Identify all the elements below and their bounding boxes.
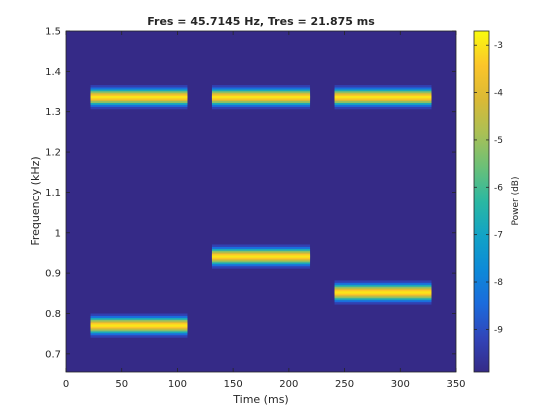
y-tick-label: 0.9 [45, 269, 61, 280]
tone-band [334, 85, 432, 110]
colorbar-tick-label: -9 [494, 325, 503, 335]
y-tick-label: 1.3 [45, 107, 61, 118]
y-axis-label: Frequency (kHz) [29, 156, 42, 245]
y-tick-label: 1.2 [45, 148, 61, 159]
x-tick-label: 300 [391, 379, 410, 390]
y-tick-label: 1.1 [45, 188, 61, 199]
tone-band-layer [334, 291, 432, 294]
colorbar-tick-label: -5 [494, 136, 503, 146]
chart-title: Fres = 45.7145 Hz, Tres = 21.875 ms [147, 15, 375, 28]
x-tick-label: 0 [63, 379, 69, 390]
x-tick-label: 150 [224, 379, 243, 390]
colorbar-label: Power (dB) [511, 177, 521, 226]
tone-band-layer [90, 95, 188, 99]
y-tick-label: 1.5 [45, 27, 61, 38]
plot-area [65, 30, 457, 373]
y-tick-label: 1 [55, 228, 61, 239]
y-tick-label: 0.8 [45, 309, 61, 320]
tone-band-layer [211, 95, 311, 99]
tone-band [334, 280, 432, 305]
tone-band [211, 85, 311, 110]
tone-bands [90, 85, 432, 338]
colorbar-tick-label: -4 [494, 89, 503, 99]
x-axis: 0 50 100 150 200 250 300 350 [63, 31, 466, 390]
y-tick-label: 1.4 [45, 67, 61, 78]
y-tick-label: 0.7 [45, 349, 61, 360]
x-tick-label: 200 [279, 379, 298, 390]
tone-band [90, 313, 188, 338]
colorbar-tick-label: -6 [494, 183, 503, 193]
x-tick-label: 50 [115, 379, 128, 390]
colorbar-tick-label: -3 [494, 41, 503, 51]
colorbar-axis: -9 -8 -7 -6 -5 -4 -3 [474, 41, 503, 335]
tone-band [211, 244, 311, 269]
tone-band-layer [334, 95, 432, 99]
x-axis-label: Time (ms) [232, 393, 288, 406]
x-tick-label: 100 [168, 379, 187, 390]
x-tick-label: 350 [446, 379, 465, 390]
plot-frame [65, 30, 457, 373]
colorbar-tick-label: -7 [494, 231, 503, 241]
tone-band [90, 85, 188, 110]
colorbar-tick-label: -8 [494, 278, 503, 288]
colorbar-gradient [473, 30, 490, 373]
x-tick-label: 250 [335, 379, 354, 390]
colorbar: -9 -8 -7 -6 -5 -4 -3 Power (dB) [473, 30, 521, 373]
y-axis: 0.7 0.8 0.9 1 1.1 1.2 1.3 1.4 1.5 [45, 27, 456, 360]
tone-band-layer [211, 255, 311, 258]
tone-band-layer [90, 324, 188, 327]
